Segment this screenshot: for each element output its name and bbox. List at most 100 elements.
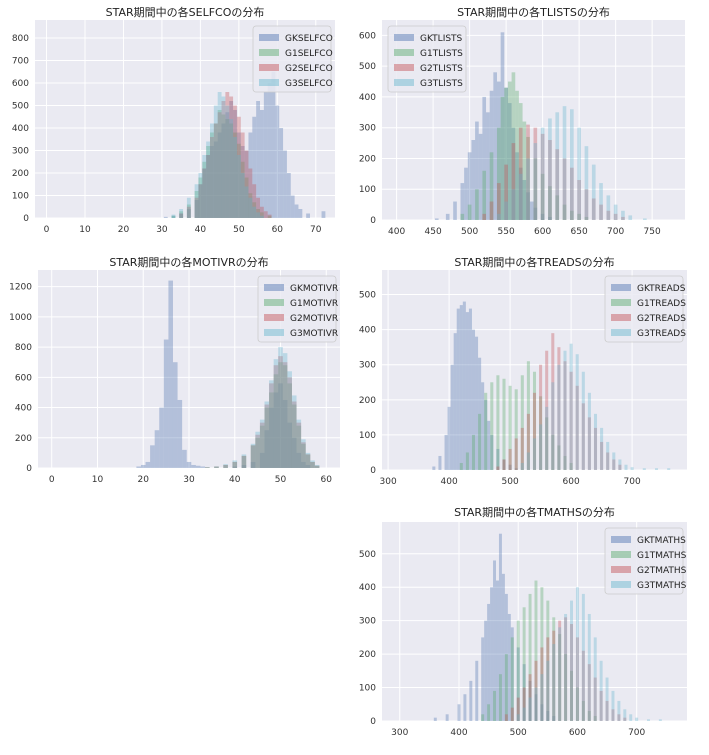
bar-g2treads — [551, 333, 555, 470]
bar-gktlists — [515, 152, 519, 220]
bar-gkmotivr — [136, 466, 141, 468]
bar-g3treads — [667, 468, 671, 470]
bar-g3treads — [563, 350, 567, 470]
bar-g3selfco — [179, 209, 184, 218]
bar-g1tmaths — [504, 654, 508, 721]
y-tick-label: 100 — [359, 185, 376, 195]
y-tick-label: 300 — [12, 147, 29, 157]
bar-g2tmaths — [522, 687, 526, 721]
bar-g2tlists — [533, 127, 538, 220]
bar-g1tmaths — [487, 704, 491, 721]
bar-gktlists — [453, 201, 457, 220]
x-tick-label: 50 — [275, 475, 287, 485]
bar-gktreads — [453, 333, 457, 470]
bar-g1tlists — [562, 204, 567, 220]
bar-g3motivr — [296, 419, 302, 468]
legend-swatch — [259, 49, 279, 56]
bar-g2tmaths — [546, 637, 550, 721]
bar-g3selfco — [248, 197, 253, 218]
bar-gkselfco — [236, 132, 241, 218]
x-tick-label: 50 — [233, 225, 245, 235]
bar-g2treads — [545, 350, 549, 470]
bar-gktlists — [460, 183, 465, 220]
bar-g1tlists — [511, 72, 516, 220]
bar-g2tlists — [504, 164, 508, 220]
bar-g3treads — [526, 452, 530, 470]
y-tick-label: 200 — [359, 650, 376, 660]
y-tick-label: 0 — [23, 214, 29, 224]
bar-g2selfco — [256, 197, 260, 218]
bar-g3motivr — [269, 380, 274, 468]
bar-g1treads — [539, 396, 543, 470]
bar-g3treads — [545, 406, 549, 470]
legend-swatch — [264, 284, 284, 291]
bar-gktmaths — [498, 533, 502, 721]
bar-g3treads — [593, 413, 598, 470]
bar-g2selfco — [252, 184, 257, 218]
bar-gktlists — [486, 112, 490, 220]
x-tick-label: 30 — [156, 225, 168, 235]
bar-g2treads — [532, 392, 537, 470]
bar-g2selfco — [198, 184, 203, 218]
bar-g1tlists — [584, 216, 589, 220]
bar-gktmaths — [496, 580, 499, 721]
bar-g3selfco — [236, 155, 241, 218]
bar-g3tmaths — [581, 593, 585, 721]
x-tick-label: 20 — [138, 475, 150, 485]
bar-g1treads — [526, 361, 530, 470]
bar-g2tmaths — [593, 677, 597, 721]
bar-gktreads — [481, 382, 485, 470]
bar-gkselfco — [179, 213, 184, 218]
bar-g3selfco — [252, 206, 257, 218]
bar-g2tlists — [526, 124, 530, 220]
bar-gktlists — [467, 152, 472, 220]
y-tick-label: 400 — [15, 404, 32, 414]
legend-label: G1TMATHS — [637, 551, 687, 561]
series-g3tmaths — [516, 587, 662, 721]
x-tick-label: 300 — [391, 728, 408, 738]
bar-g3tlists — [562, 106, 567, 220]
bar-g1motivr — [301, 443, 306, 468]
bar-gktreads — [514, 468, 518, 470]
legend-swatch — [394, 64, 414, 71]
bar-gktreads — [502, 459, 506, 470]
bar-gktmaths — [457, 704, 461, 721]
bar-gkselfco — [263, 92, 268, 218]
bar-g3tlists — [533, 143, 538, 220]
chart-title: STAR期間中の各MOTIVRの分布 — [109, 255, 268, 269]
bar-g1tmaths — [593, 715, 597, 721]
bar-g2motivr — [273, 365, 279, 468]
bar-gktmaths — [493, 560, 497, 721]
x-tick-label: 600 — [534, 227, 551, 237]
bar-gktreads — [496, 448, 500, 470]
bar-g3motivr — [305, 452, 311, 468]
bar-g2selfco — [194, 197, 199, 218]
bar-gkselfco — [202, 168, 207, 218]
legend-frame — [604, 527, 684, 595]
bar-g3selfco — [194, 184, 199, 218]
y-tick-label: 100 — [12, 192, 29, 202]
bar-gkmotivr — [264, 430, 270, 468]
bar-gkselfco — [225, 112, 230, 218]
bar-g3treads — [539, 424, 543, 470]
bar-g3tlists — [570, 109, 574, 220]
bar-g2tlists — [511, 143, 516, 220]
bar-g3treads — [600, 427, 604, 470]
series-g1tlists — [460, 72, 589, 221]
bar-g1motivr — [305, 454, 311, 468]
y-tick-label: 200 — [12, 169, 29, 179]
bar-g2tmaths — [581, 650, 585, 721]
bar-g2tlists — [606, 210, 611, 220]
bar-g3tlists — [584, 146, 589, 220]
legend: GKTMATHS G1TMATHS G2TMATHS G3TMATHS — [604, 527, 687, 595]
bar-gktreads — [475, 336, 479, 470]
bar-g1tlists — [522, 121, 527, 220]
bar-g3tmaths — [617, 700, 621, 721]
bar-g1tmaths — [587, 710, 591, 721]
bar-g1motivr — [205, 467, 210, 468]
bar-gkmotivr — [163, 339, 169, 468]
legend-frame — [257, 275, 337, 343]
y-tick-label: 300 — [359, 124, 376, 134]
legend-label: G3TLISTS — [420, 79, 463, 89]
bar-g3tlists — [577, 127, 581, 220]
